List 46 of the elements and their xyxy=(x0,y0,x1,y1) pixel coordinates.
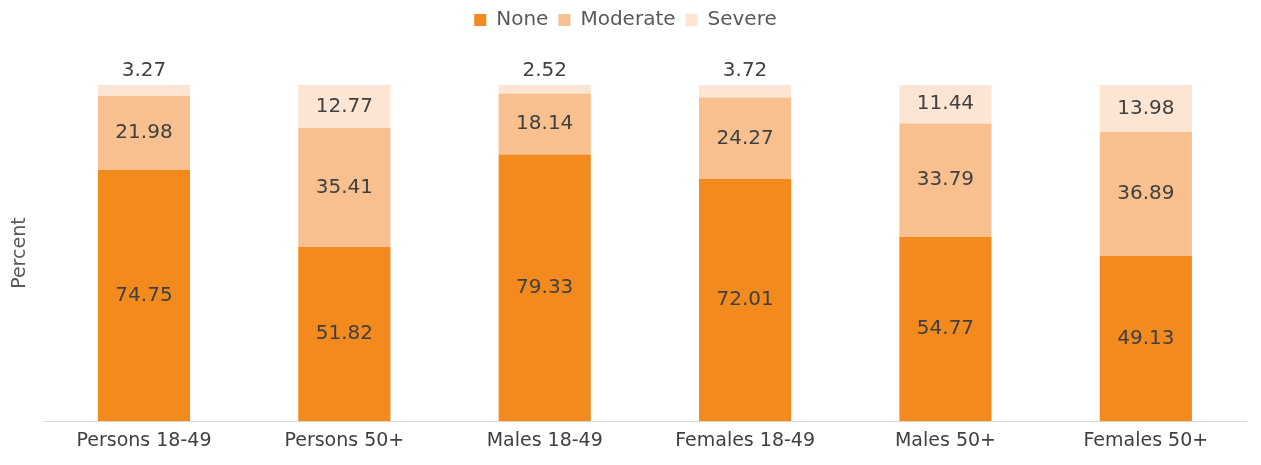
data-label: 54.77 xyxy=(916,315,975,340)
bar xyxy=(298,127,391,247)
x-tick-label: Persons 50+ xyxy=(284,427,405,450)
data-label: 2.52 xyxy=(522,57,567,82)
bar xyxy=(899,237,992,422)
bar xyxy=(498,154,591,422)
data-label: 12.77 xyxy=(315,92,373,117)
bar xyxy=(899,123,992,238)
data-label: 3.27 xyxy=(121,57,167,82)
bar xyxy=(699,179,792,422)
x-tick-label: Males 18-49 xyxy=(486,427,603,450)
bar xyxy=(298,246,391,422)
bar xyxy=(699,85,792,98)
bar xyxy=(899,85,992,124)
bar xyxy=(298,85,391,128)
data-label: 21.98 xyxy=(115,119,173,144)
bar xyxy=(1099,256,1192,422)
bar xyxy=(97,95,191,170)
bar xyxy=(1099,132,1192,257)
data-label: 72.01 xyxy=(716,286,774,311)
data-label: 18.14 xyxy=(516,110,574,135)
data-label: 3.72 xyxy=(722,57,768,82)
y-axis-title: Percent xyxy=(7,217,30,289)
bar xyxy=(97,169,191,422)
bar xyxy=(699,97,792,180)
data-label: 33.79 xyxy=(916,166,975,191)
data-label: 36.89 xyxy=(1117,180,1175,205)
bar xyxy=(498,85,591,94)
data-label: 49.13 xyxy=(1117,324,1175,349)
x-tick-label: Females 50+ xyxy=(1083,427,1209,450)
data-label: 11.44 xyxy=(916,90,975,115)
legend-label: Severe xyxy=(707,6,777,31)
x-tick-label: Females 18-49 xyxy=(675,427,816,450)
data-label: 13.98 xyxy=(1117,94,1175,119)
data-label: 79.33 xyxy=(516,274,574,299)
data-label: 35.41 xyxy=(315,173,373,198)
x-tick-label: Persons 18-49 xyxy=(76,427,212,450)
bar xyxy=(97,85,191,96)
data-label: 74.75 xyxy=(115,281,173,306)
data-label: 51.82 xyxy=(315,320,373,345)
x-tick-label: Males 50+ xyxy=(894,427,996,450)
legend-label: Moderate xyxy=(580,6,676,31)
legend-label: None xyxy=(496,6,549,31)
bar xyxy=(498,93,591,155)
data-label: 24.27 xyxy=(716,124,774,149)
bar xyxy=(1099,85,1192,132)
